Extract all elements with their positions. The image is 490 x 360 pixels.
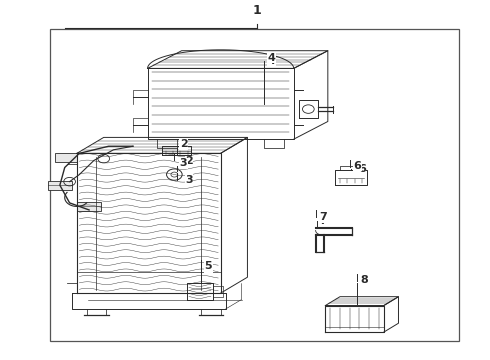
Text: 2: 2 [185,156,193,166]
Text: 3: 3 [180,158,187,168]
Bar [55,153,77,162]
Text: 5: 5 [204,261,212,271]
Text: 4: 4 [268,56,276,66]
Text: 3: 3 [185,175,193,185]
Bar [48,181,72,190]
Text: 6: 6 [353,161,361,171]
Text: 6: 6 [358,164,366,174]
Text: 7: 7 [319,212,327,222]
Text: 8: 8 [361,278,368,288]
Text: 7: 7 [319,216,327,226]
Text: 1: 1 [253,4,262,17]
Text: 2: 2 [180,139,188,149]
Text: 8: 8 [360,275,368,285]
Bar [77,202,101,211]
Bar [50,30,460,341]
Text: 4: 4 [268,53,276,63]
Text: 5: 5 [205,264,212,273]
